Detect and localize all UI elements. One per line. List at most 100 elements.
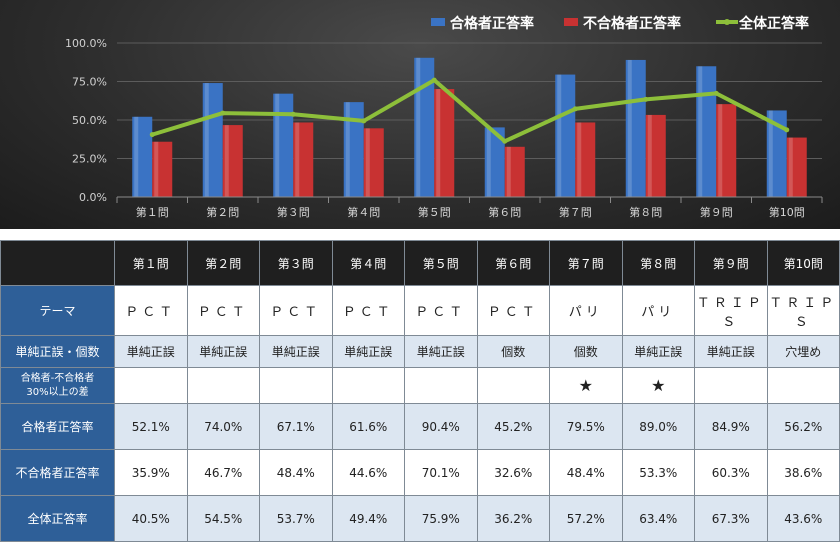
bar-passed xyxy=(414,57,435,198)
y-tick-label: 100.0% xyxy=(65,37,107,50)
table-cell: 45.2% xyxy=(476,403,550,450)
table-cell: 75.9% xyxy=(404,495,478,542)
table-cell xyxy=(766,367,840,404)
bar-highlight xyxy=(557,74,562,197)
bar-highlight xyxy=(275,93,280,197)
x-tick-label: 第７問 xyxy=(559,205,592,219)
table-cell: 67.1% xyxy=(259,403,333,450)
bar-failed xyxy=(786,137,807,197)
table-cell: ＰＣＴ xyxy=(114,285,188,336)
table-row-pass: 合格者正答率 52.1% 74.0% 67.1% 61.6% 90.4% 45.2% 79.5… xyxy=(0,403,840,450)
row-label-type: 単純正誤・個数 xyxy=(0,335,115,368)
legend-swatch-marker xyxy=(724,19,730,25)
row-label-all: 全体正答率 xyxy=(0,495,115,542)
table-cell: 90.4% xyxy=(404,403,478,450)
table-cell: 52.1% xyxy=(114,403,188,450)
table-row-all: 全体正答率 40.5% 54.5% 53.7% 49.4% 75.9% 36.2% 57.2%… xyxy=(0,495,840,542)
bar-highlight xyxy=(416,57,421,198)
bar-highlight xyxy=(698,66,703,197)
y-tick-label: 25.0% xyxy=(72,153,107,166)
table-cell: 36.2% xyxy=(476,495,550,542)
column-header: 第10問 xyxy=(766,240,840,286)
table-cell xyxy=(694,367,768,404)
x-tick-label: 第４問 xyxy=(347,205,380,219)
table-cell xyxy=(476,367,550,404)
table-cell: 単純正誤 xyxy=(186,335,260,368)
overall-point xyxy=(502,138,508,144)
bar-highlight xyxy=(506,146,511,197)
x-tick-label: 第10問 xyxy=(769,205,805,219)
bar-highlight xyxy=(768,110,773,197)
table-cell: 53.7% xyxy=(259,495,333,542)
bar-passed xyxy=(273,93,294,197)
overall-point xyxy=(220,110,226,116)
bar-highlight xyxy=(345,102,350,197)
column-header: 第６問 xyxy=(476,240,550,286)
overall-point xyxy=(431,77,437,83)
x-tick-label: 第９問 xyxy=(700,205,733,219)
bar-highlight xyxy=(295,122,300,197)
y-tick-label: 75.0% xyxy=(72,76,107,89)
bar-failed xyxy=(152,141,173,197)
table-cell: 84.9% xyxy=(694,403,768,450)
overall-point xyxy=(643,96,649,102)
overall-point xyxy=(290,111,296,117)
x-tick-label: 第３問 xyxy=(277,205,310,219)
bar-passed xyxy=(766,110,787,197)
overall-point xyxy=(149,132,155,138)
table-cell xyxy=(404,367,478,404)
bar-failed xyxy=(716,104,737,197)
bar-passed xyxy=(625,59,646,197)
table-cell: 35.9% xyxy=(114,449,188,496)
column-header: 第４問 xyxy=(331,240,405,286)
table-cell: 単純正誤 xyxy=(331,335,405,368)
table-row-fail: 不合格者正答率 35.9% 46.7% 48.4% 44.6% 70.1% 32.6% 48.… xyxy=(0,449,840,496)
table-cell: 穴埋め xyxy=(766,335,840,368)
row-label-diff: 合格者-不合格者 30%以上の差 xyxy=(0,367,115,404)
bar-highlight xyxy=(365,128,370,197)
table-cell: 43.6% xyxy=(766,495,840,542)
table-cell: パリ xyxy=(549,285,623,336)
column-header: 第７問 xyxy=(549,240,623,286)
y-tick-label: 0.0% xyxy=(79,191,107,204)
table-cell: ＰＣＴ xyxy=(259,285,333,336)
column-header: 第８問 xyxy=(621,240,695,286)
star-marker: ★ xyxy=(549,367,623,404)
table-corner-cell xyxy=(0,240,115,286)
table-cell: 53.3% xyxy=(621,449,695,496)
table-cell: 個数 xyxy=(549,335,623,368)
legend-swatch xyxy=(431,18,445,26)
bar-passed xyxy=(132,116,153,197)
table-cell: 32.6% xyxy=(476,449,550,496)
table-cell: ＴＲＩＰＳ xyxy=(694,285,768,336)
bar-highlight xyxy=(224,125,229,197)
table-cell xyxy=(114,367,188,404)
table-cell: ＴＲＩＰＳ xyxy=(766,285,840,336)
overall-point xyxy=(713,90,719,96)
chart-panel: 0.0% 25.0% 50.0% 75.0% 100.0% 第１問 第２問 第３問 第４問 第５問… xyxy=(0,0,840,229)
table-cell: 49.4% xyxy=(331,495,405,542)
x-tick-label: 第１問 xyxy=(136,205,169,219)
table-cell: ＰＣＴ xyxy=(186,285,260,336)
table-cell: 54.5% xyxy=(186,495,260,542)
overall-point xyxy=(572,106,578,112)
x-tick-label: 第６問 xyxy=(488,205,521,219)
bar-passed xyxy=(696,66,717,197)
bar-failed xyxy=(645,114,666,197)
row-label-line: 30%以上の差 xyxy=(26,386,89,398)
legend-swatch xyxy=(564,18,578,26)
table-cell: ＰＣＴ xyxy=(404,285,478,336)
table-cell: 38.6% xyxy=(766,449,840,496)
column-header: 第３問 xyxy=(259,240,333,286)
bar-passed xyxy=(484,127,505,197)
table-cell: 44.6% xyxy=(331,449,405,496)
table-cell xyxy=(259,367,333,404)
table-cell: 単純正誤 xyxy=(694,335,768,368)
table-cell xyxy=(331,367,405,404)
table-header-row: 第１問 第２問 第３問 第４問 第５問 第６問 第７問 第８問 第９問 第10問 xyxy=(0,240,840,286)
results-table: 第１問 第２問 第３問 第４問 第５問 第６問 第７問 第８問 第９問 第10問… xyxy=(0,240,840,542)
table-row-type: 単純正誤・個数 単純正誤 単純正誤 単純正誤 単純正誤 単純正誤 個数 個数 単純正誤 単純正誤穴… xyxy=(0,335,840,368)
table-cell: 48.4% xyxy=(259,449,333,496)
table-cell: 単純正誤 xyxy=(259,335,333,368)
column-header: 第１問 xyxy=(114,240,188,286)
